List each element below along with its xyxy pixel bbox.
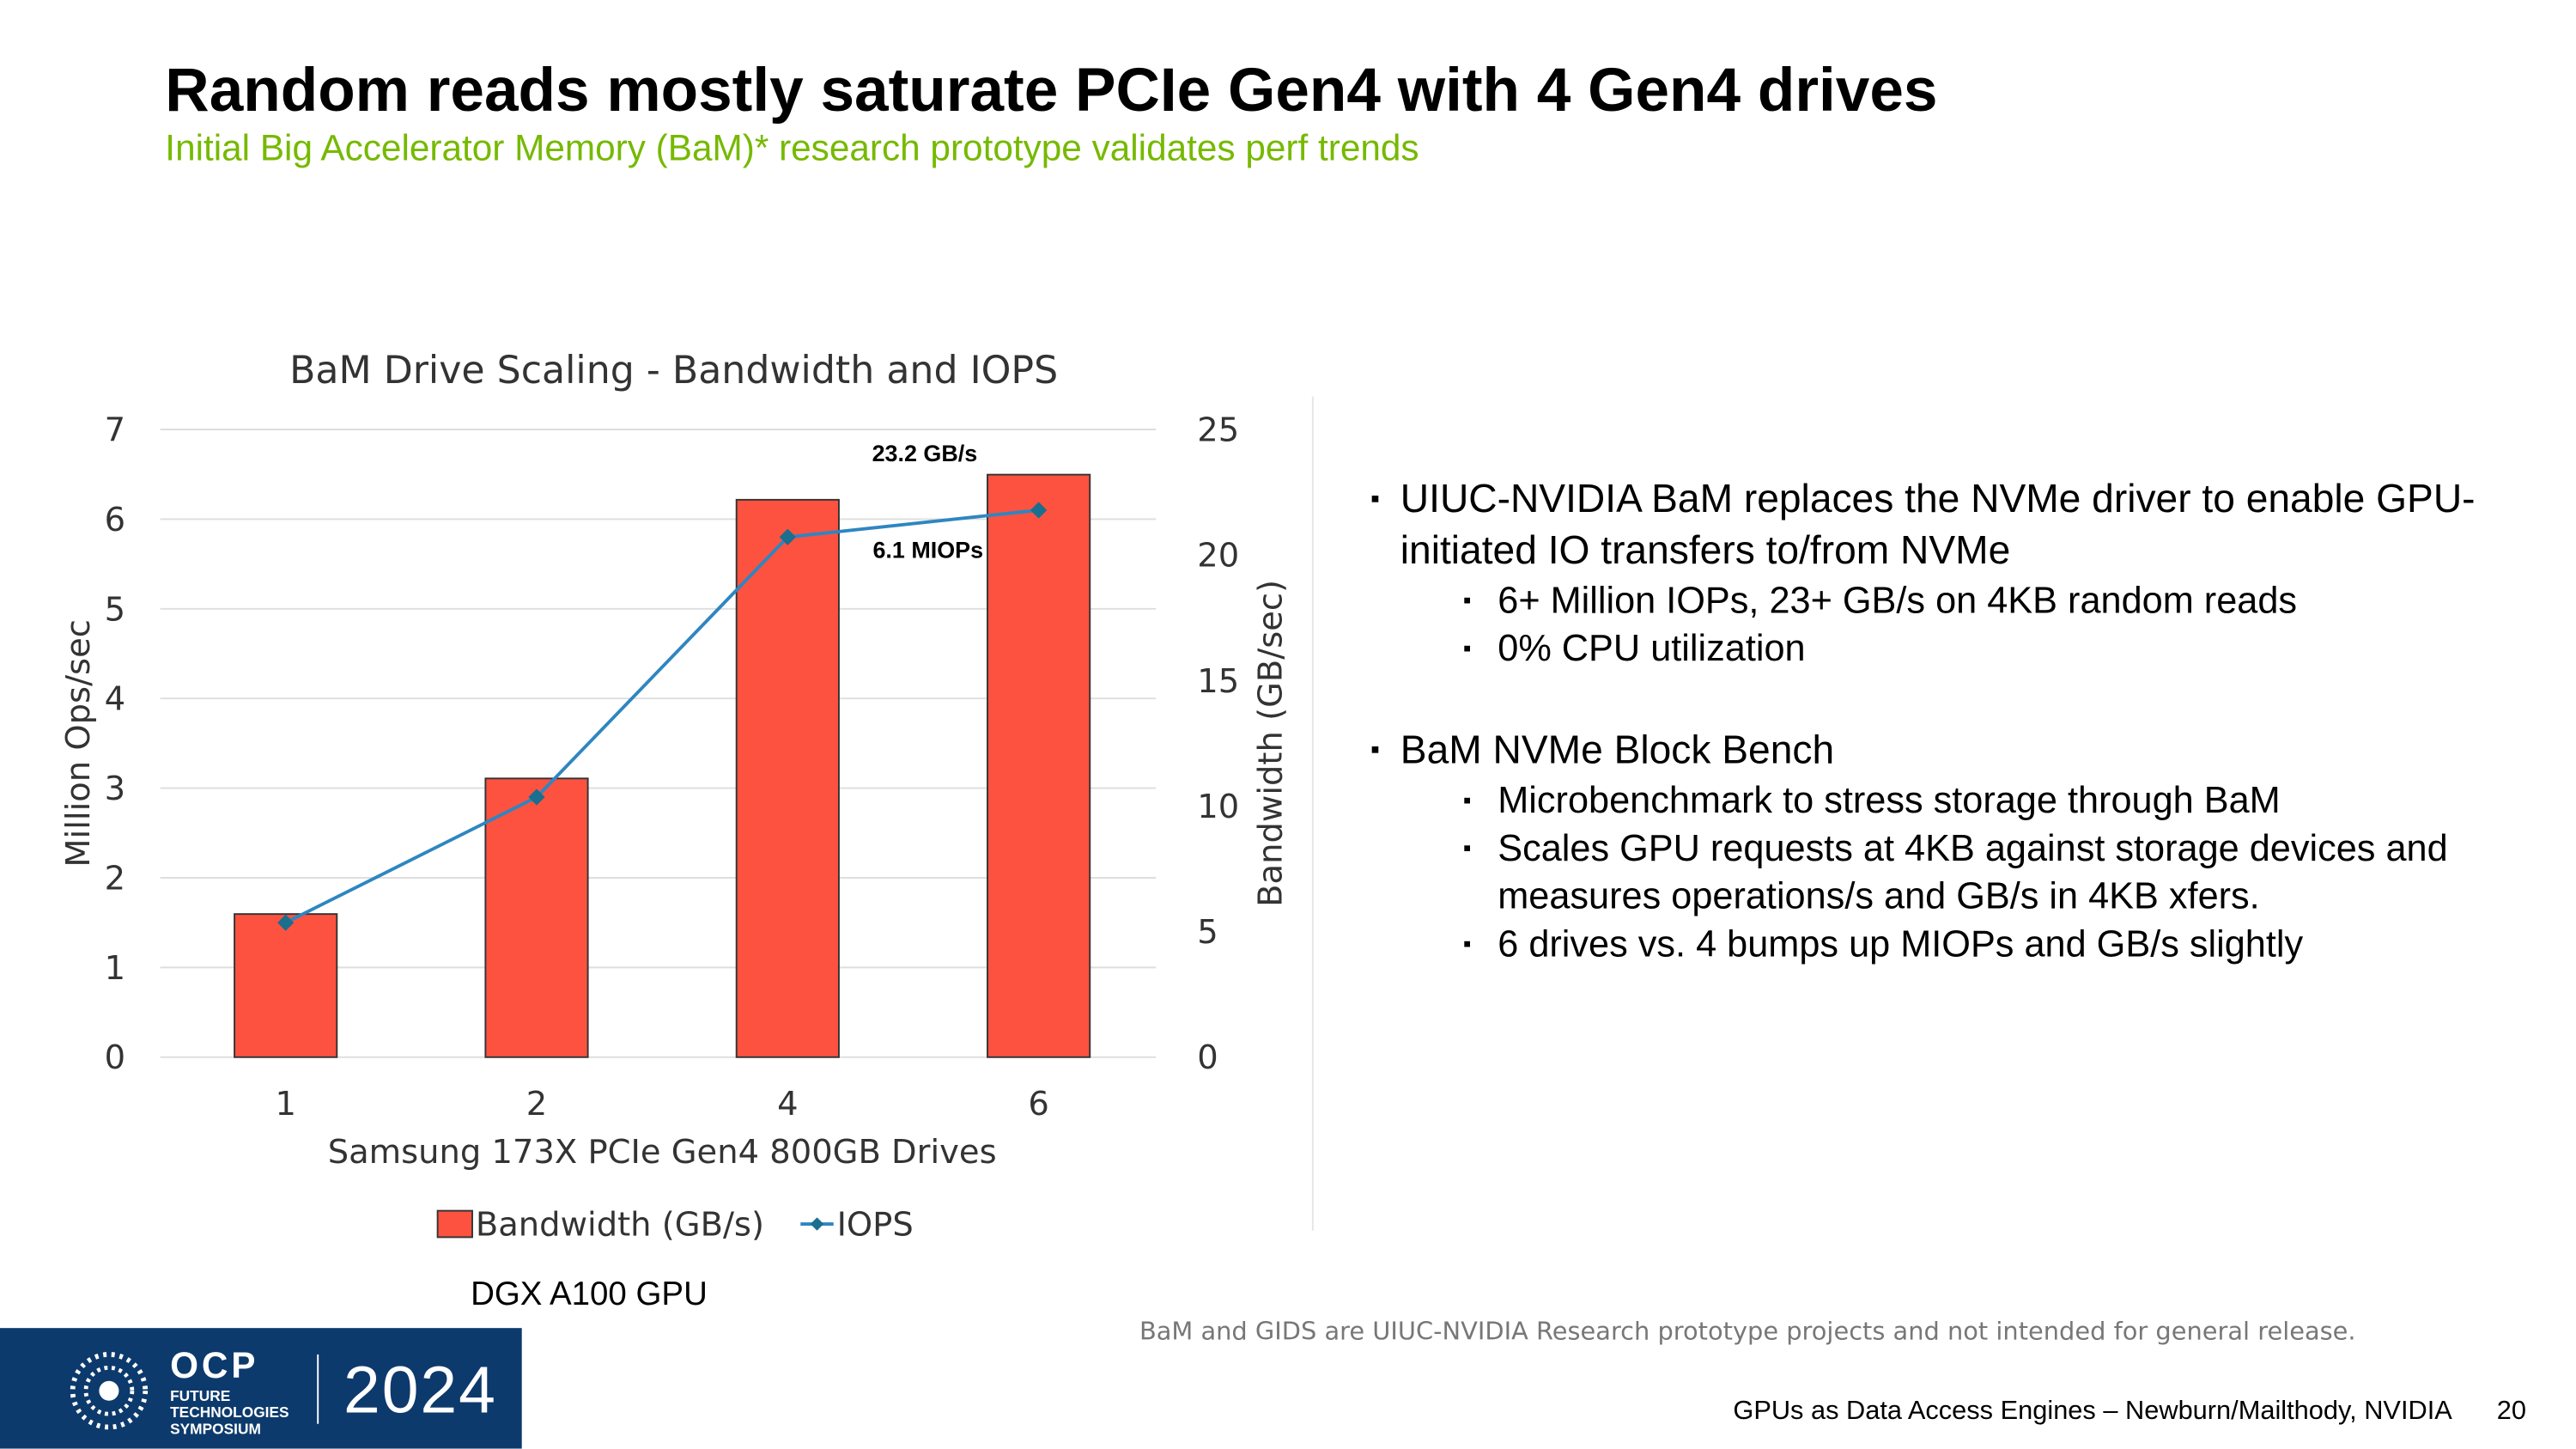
logo-year: 2024: [343, 1354, 497, 1428]
y-tick-label: 3: [105, 770, 125, 808]
sub-bullet: 6 drives vs. 4 bumps up MIOPs and GB/s s…: [1370, 920, 2510, 968]
bar: [735, 498, 840, 1058]
chart-caption: DGX A100 GPU: [471, 1276, 708, 1313]
slide-title: Random reads mostly saturate PCIe Gen4 w…: [165, 56, 1938, 125]
sub-bullet: Scales GPU requests at 4KB against stora…: [1370, 825, 2510, 921]
x-tick-label: 2: [526, 1085, 547, 1123]
x-tick-label: 6: [1028, 1085, 1048, 1123]
logo-name: OCP: [170, 1344, 259, 1386]
bar: [484, 777, 589, 1058]
logo: OCP FUTURE TECHNOLOGIES SYMPOSIUM 2024: [0, 1328, 522, 1449]
logo-separator: [317, 1354, 319, 1424]
x-axis-title: Samsung 173X PCIe Gen4 800GB Drives: [328, 1133, 997, 1172]
y-tick-label: 0: [105, 1038, 125, 1077]
y2-tick-label: 15: [1197, 662, 1239, 701]
x-tick-label: 4: [777, 1085, 798, 1123]
slide-subtitle: Initial Big Accelerator Memory (BaM)* re…: [165, 127, 1419, 169]
y2-axis-title: Bandwidth (GB/sec): [1251, 580, 1290, 907]
data-label: 6.1 MIOPs: [872, 538, 983, 563]
disclaimer: BaM and GIDS are UIUC-NVIDIA Research pr…: [1139, 1316, 2356, 1347]
y2-tick-label: 20: [1197, 537, 1239, 575]
legend-swatch: [810, 1217, 824, 1231]
bullet: UIUC-NVIDIA BaM replaces the NVMe driver…: [1370, 474, 2510, 576]
legend-swatch: [436, 1209, 473, 1239]
data-label: 23.2 GB/s: [872, 441, 978, 466]
y2-tick-label: 25: [1197, 411, 1239, 449]
y-tick-label: 6: [105, 501, 125, 539]
bullet: BaM NVMe Block Bench: [1370, 725, 2510, 776]
y-tick-label: 5: [105, 590, 125, 629]
y-axis-title: Million Ops/sec: [59, 619, 98, 868]
bullet-list: UIUC-NVIDIA BaM replaces the NVMe driver…: [1370, 474, 2510, 1021]
footer: GPUs as Data Access Engines – Newburn/Ma…: [1733, 1397, 2452, 1426]
sub-bullet: 6+ Million IOPs, 23+ GB/s on 4KB random …: [1370, 576, 2510, 624]
chart-title: BaM Drive Scaling - Bandwidth and IOPS: [289, 349, 1058, 393]
y2-tick-label: 5: [1197, 913, 1218, 952]
y-tick-label: 2: [105, 859, 125, 898]
x-tick-label: 1: [275, 1085, 295, 1123]
y2-tick-label: 0: [1197, 1038, 1218, 1077]
logo-subtitle: FUTURE TECHNOLOGIES SYMPOSIUM: [170, 1387, 289, 1438]
legend-label: IOPS: [837, 1205, 914, 1244]
logo-emblem: [70, 1352, 149, 1430]
sub-bullet: 0% CPU utilization: [1370, 624, 2510, 673]
bar: [987, 473, 1091, 1058]
y-tick-label: 1: [105, 949, 125, 988]
y-tick-label: 7: [105, 411, 125, 449]
y-tick-label: 4: [105, 680, 125, 719]
line: [284, 508, 1039, 924]
bullet-group: BaM NVMe Block BenchMicrobenchmark to st…: [1370, 725, 2510, 968]
page-number: 20: [2496, 1397, 2526, 1426]
legend-label: Bandwidth (GB/s): [476, 1205, 764, 1244]
sub-bullet: Microbenchmark to stress storage through…: [1370, 776, 2510, 825]
y2-tick-label: 10: [1197, 788, 1239, 826]
bar: [234, 913, 338, 1058]
bullet-group: UIUC-NVIDIA BaM replaces the NVMe driver…: [1370, 474, 2510, 673]
